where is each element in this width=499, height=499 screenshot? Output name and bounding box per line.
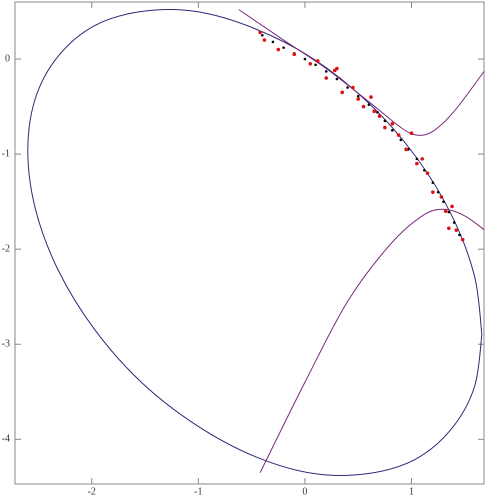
point [335,77,339,81]
point [458,233,461,237]
point [262,38,267,42]
point [376,110,379,114]
x-tick-label: -1 [194,486,202,497]
point [399,138,403,142]
plot-frame [14,1,485,485]
point [436,190,440,194]
point [452,221,456,224]
point [443,209,448,213]
point [460,237,465,242]
point [260,33,264,37]
point [383,119,387,123]
y-tick-label: -1 [2,148,10,159]
point [391,129,394,132]
point [425,171,430,175]
point [292,52,297,57]
point [396,133,401,137]
x-tick-label: 1 [409,486,414,497]
point [335,66,339,71]
point [390,121,395,126]
point [447,210,451,214]
point [377,114,382,118]
y-tick-label: 0 [5,53,10,64]
point [431,181,435,184]
point [454,228,459,232]
point [431,190,435,194]
y-tick-label: -2 [2,243,10,254]
point [420,157,424,161]
point [356,97,361,101]
point [314,63,317,67]
y-tick-label: -3 [2,339,10,350]
point [361,104,366,109]
x-tick-label: -2 [88,486,96,497]
point [372,109,377,114]
point [369,95,373,99]
point [351,85,355,90]
point [276,47,281,52]
point [439,195,444,199]
curve [259,208,484,473]
point [346,86,349,89]
point [340,90,345,95]
curve [238,9,484,136]
point [308,61,313,66]
point [356,94,360,98]
point [258,30,262,35]
point [415,157,419,161]
point [447,226,451,231]
point [409,131,414,135]
point [315,59,320,63]
point [442,200,445,203]
x-tick-label: 0 [302,486,307,497]
point [324,70,328,73]
point [450,204,454,209]
y-tick-label: -4 [2,434,10,445]
point [423,168,426,172]
point [383,125,387,130]
curve [27,9,483,477]
point [282,46,285,49]
point [367,103,371,106]
point [324,76,329,80]
point [415,161,419,166]
point [404,147,408,152]
point [303,57,307,61]
point [271,40,275,44]
